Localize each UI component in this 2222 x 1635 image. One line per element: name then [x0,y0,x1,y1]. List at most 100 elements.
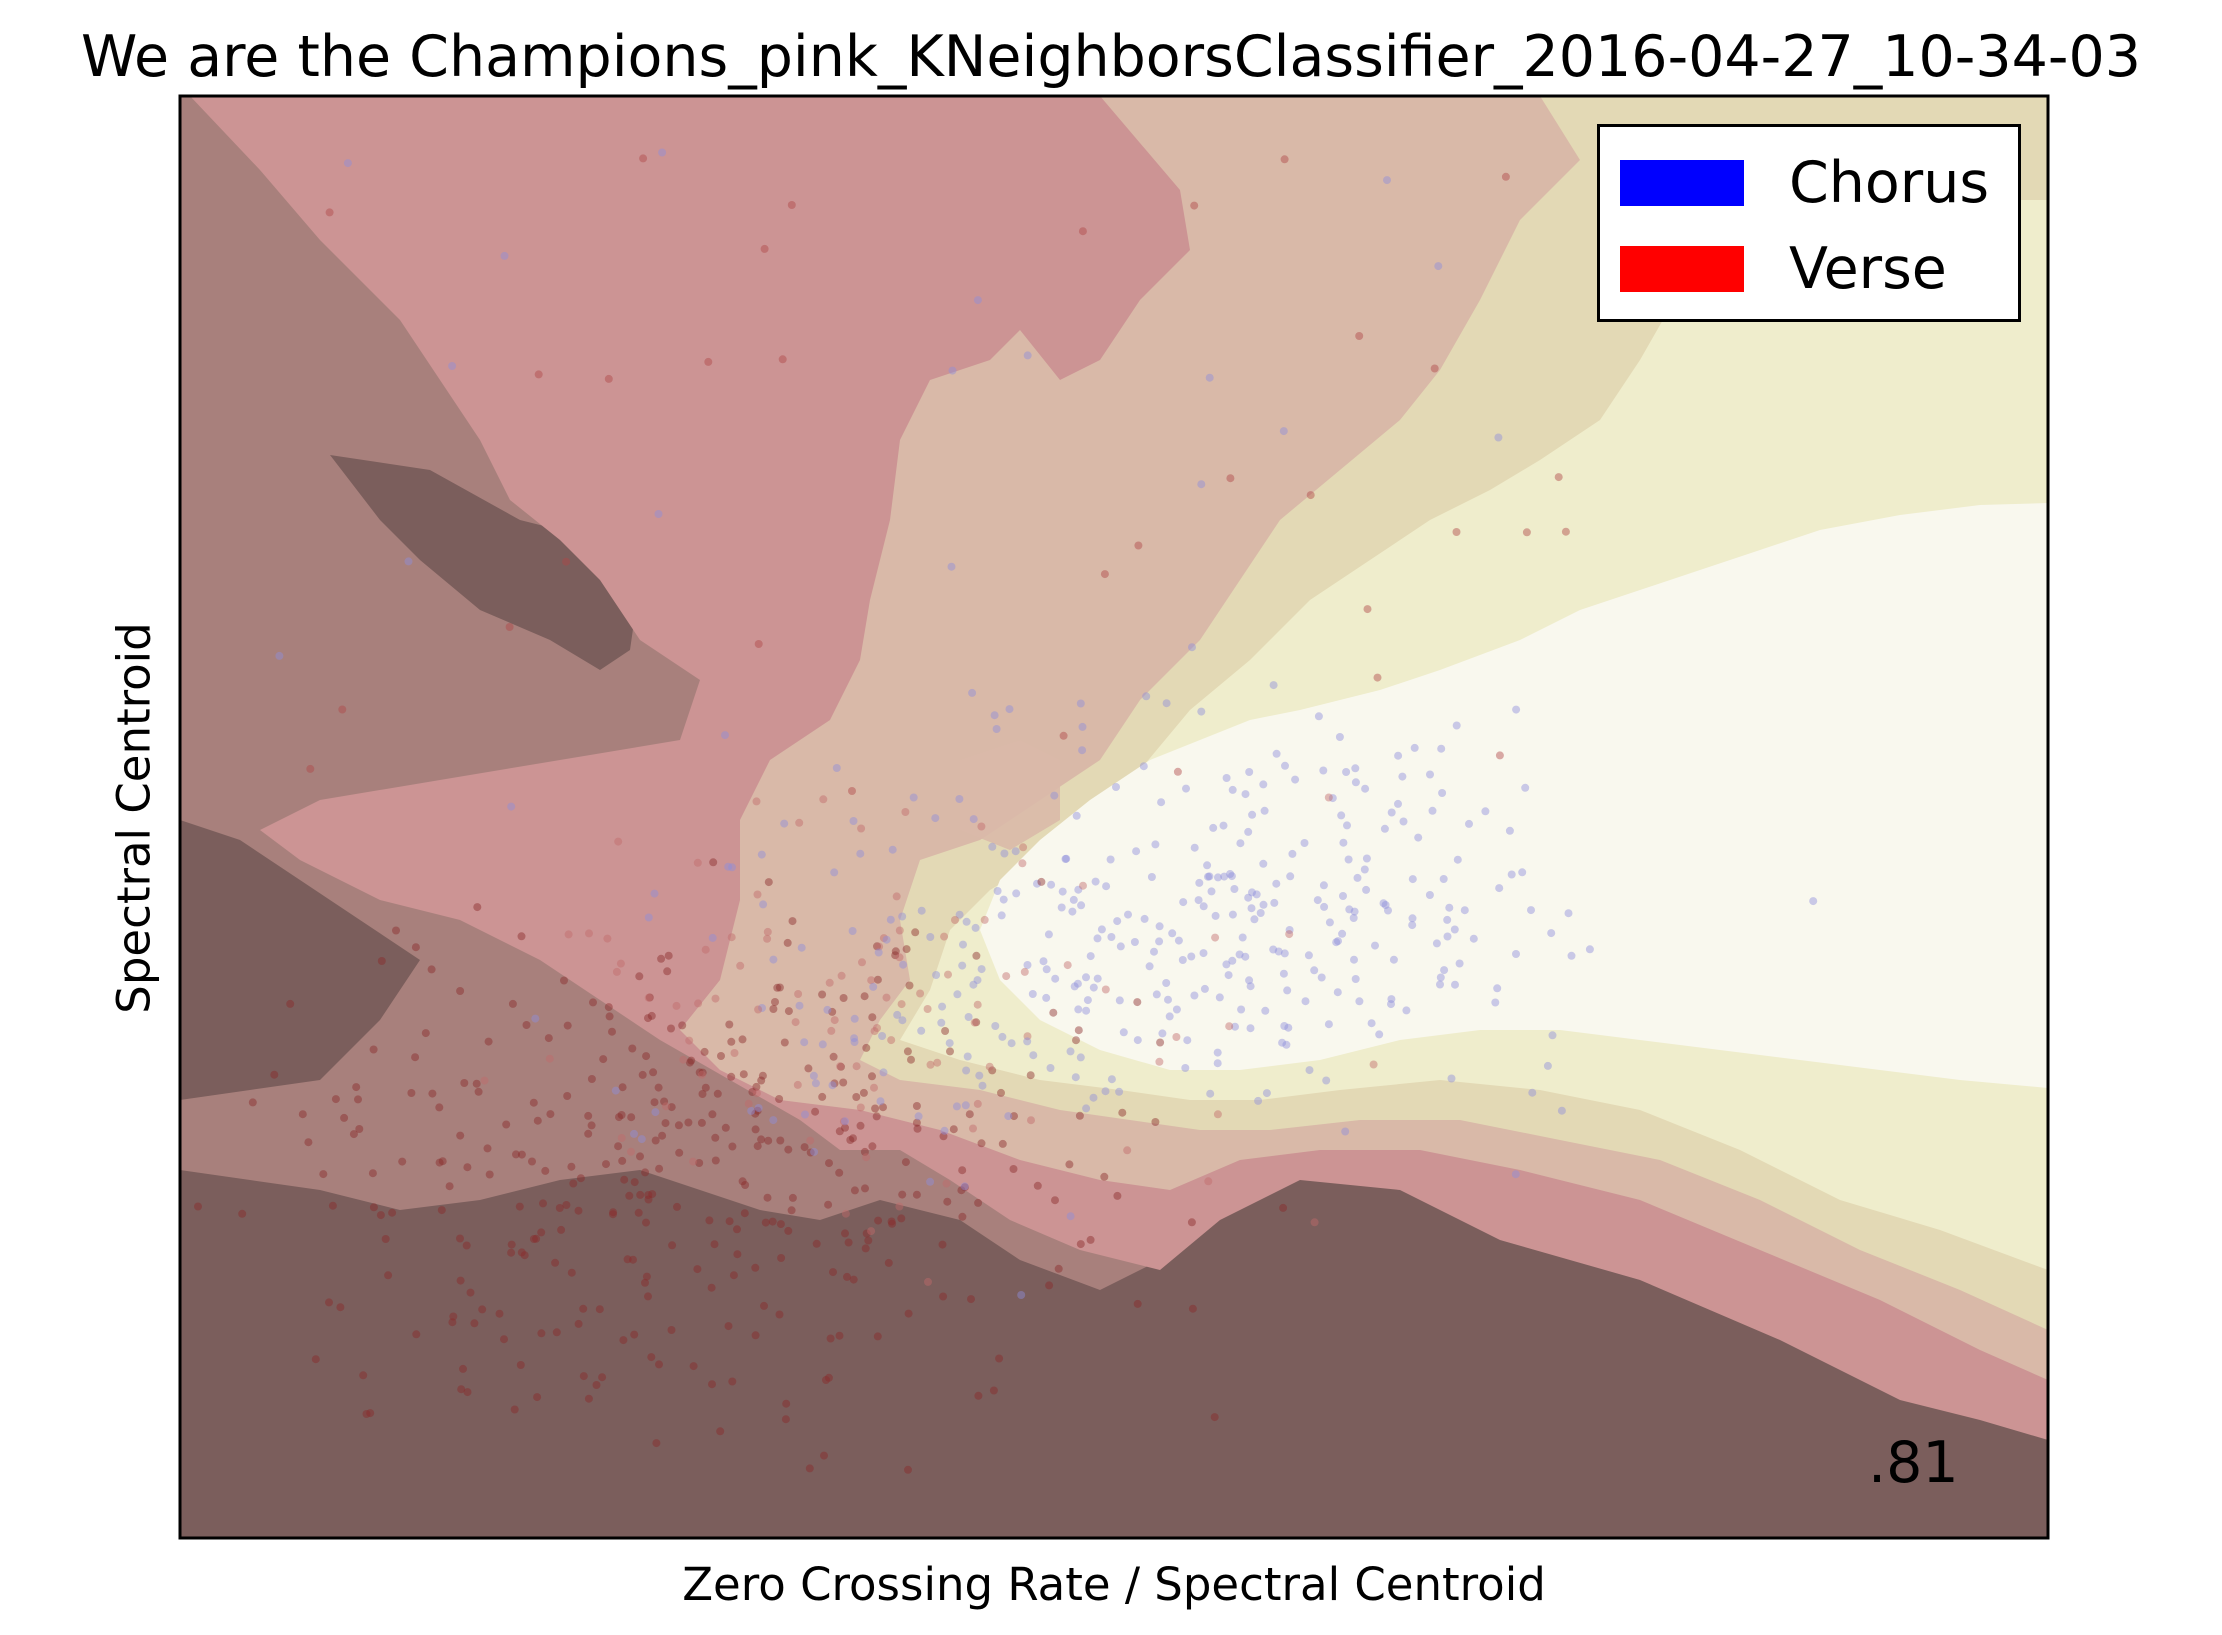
chorus-point [1469,934,1478,943]
verse-point [912,1190,921,1199]
chorus-point [1527,906,1535,915]
verse-point [528,1157,536,1166]
outlier-point [947,562,956,571]
verse-point [563,1092,572,1100]
verse-point [835,1127,844,1136]
chorus-point [1493,984,1502,993]
outlier-point [1306,491,1315,500]
verse-point [828,1007,837,1016]
verse-point [428,1089,437,1098]
verse-point [636,1152,644,1161]
outlier-point [1501,172,1510,181]
verse-point [562,1201,571,1209]
chorus-point [1115,996,1124,1005]
verse-point [472,1079,481,1088]
mixed-point [1101,985,1110,994]
verse-point [463,1388,472,1397]
chorus-point [1322,1076,1331,1085]
accuracy-score: .81 [1868,1430,1959,1496]
verse-point [760,1301,768,1310]
mixed-point [769,1116,778,1125]
verse-point [784,1007,793,1016]
verse-point [238,1209,247,1218]
verse-point [903,1047,912,1056]
verse-point [438,1157,447,1166]
mixed-point [689,1157,698,1166]
chorus-point [1325,918,1334,927]
chorus-point [993,887,1002,895]
verse-point [729,1271,738,1280]
verse-point [787,1206,796,1215]
verse-point [972,1018,981,1027]
chorus-point [1207,887,1216,896]
chorus-point [1279,969,1288,978]
chorus-point [1228,956,1237,965]
chorus-point [1337,811,1346,820]
chorus-point [1181,1064,1190,1072]
chorus-point [1205,872,1214,881]
verse-point [412,1330,421,1339]
mixed-point [960,1182,969,1191]
mixed-point [1213,1110,1222,1119]
mixed-point [1236,839,1245,848]
verse-point [557,1225,566,1234]
verse-point [776,1136,785,1145]
verse-point [567,1162,576,1171]
chorus-point [1199,902,1208,911]
mixed-point [878,1032,887,1040]
chorus-point [1394,799,1402,808]
verse-point [1010,1112,1018,1121]
mixed-point [862,1153,871,1162]
chorus-point [1338,929,1347,938]
outlier-point [1280,155,1289,164]
chorus-point [1410,743,1419,752]
mixed-point [794,990,803,998]
chorus-point [1074,1005,1083,1014]
verse-point [769,1005,778,1013]
mixed-point [1155,1057,1164,1066]
verse-point [818,990,827,999]
verse-point [623,1255,632,1264]
chorus-point [1203,861,1212,870]
mixed-point [800,1038,809,1047]
mixed-point [1066,1212,1075,1221]
mixed-point [909,793,918,802]
verse-point [661,1119,670,1128]
mixed-point [823,1005,832,1014]
mixed-point [961,1101,970,1110]
outlier-point [1173,767,1182,776]
verse-point [642,1272,651,1281]
chorus-point [1248,810,1257,819]
mixed-point [1079,881,1087,890]
verse-point [753,1106,762,1115]
chorus-point [1439,875,1448,883]
verse-point [459,1364,467,1373]
mixed-point [728,863,736,872]
verse-point [584,1394,593,1403]
outlier-point [848,787,856,795]
mixed-point [1371,941,1379,950]
verse-point [1118,1108,1127,1117]
mixed-point [1093,934,1102,943]
verse-point [628,1044,637,1053]
chorus-point [1399,817,1408,826]
chorus-point [1283,986,1292,995]
verse-point [967,1295,975,1304]
chorus-point [1362,854,1371,863]
chorus-point [1319,766,1328,775]
verse-point [563,1021,572,1030]
mixed-point [1005,705,1014,714]
verse-point [599,1055,608,1064]
chorus-point [1414,833,1423,842]
verse-point [873,975,882,984]
verse-point [510,1405,519,1414]
chorus-point [1408,921,1417,930]
verse-point [456,987,465,995]
chorus-point [1000,849,1009,858]
chorus-point [990,711,999,720]
verse-point [625,1191,634,1200]
verse-point [781,1415,790,1424]
verse-point [421,1029,430,1038]
verse-point [627,1113,636,1122]
verse-point [904,1309,913,1318]
